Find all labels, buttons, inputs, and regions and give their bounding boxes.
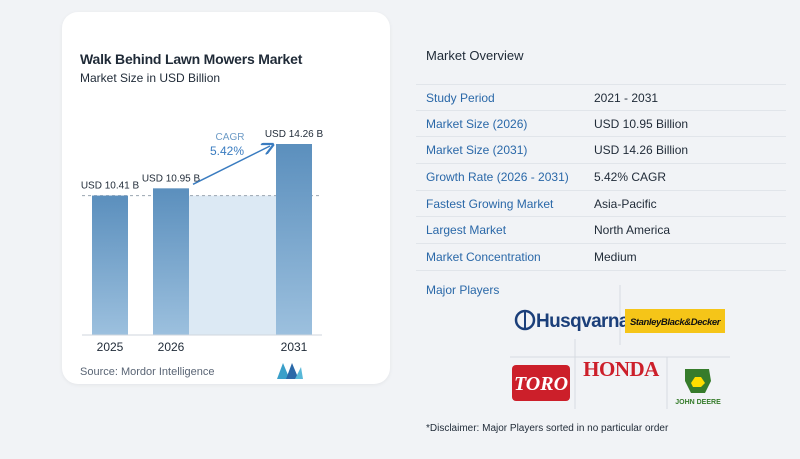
overview-row: Market Concentration Medium [416, 244, 786, 271]
overview-value: 2021 - 2031 [594, 91, 659, 105]
john-deere-logo-text: JOHN DEERE [675, 399, 721, 406]
overview-label: Market Size (2031) [426, 143, 528, 158]
bar-value-label: USD 10.41 B [81, 181, 140, 192]
honda-logo: HONDA [583, 357, 661, 381]
husqvarna-logo: Husqvarna [514, 309, 630, 332]
mordor-intelligence-logo-icon [277, 363, 303, 379]
x-tick-label: 2025 [97, 340, 124, 354]
bar-2026 [153, 188, 189, 335]
overview-value: Medium [594, 250, 637, 265]
chart-title: Walk Behind Lawn Mowers Market [80, 51, 303, 67]
overview-label: Growth Rate (2026 - 2031) [426, 170, 569, 185]
overview-value: 5.42% CAGR [594, 170, 667, 185]
x-tick-label: 2026 [158, 340, 185, 354]
husqvarna-logo-text: Husqvarna [536, 311, 630, 332]
toro-logo: TORO [512, 365, 570, 401]
overview-value: USD 14.26 Billion [594, 143, 689, 158]
overview-label: Market Size (2026) [426, 116, 528, 131]
source-text: Source: Mordor Intelligence [80, 366, 215, 378]
x-tick-label: 2031 [281, 340, 308, 354]
bar-value-label: USD 14.26 B [265, 129, 324, 140]
overview-table: Study Period 2021 - 2031 Market Size (202… [416, 84, 786, 271]
john-deere-logo: JOHN DEERE [675, 369, 721, 406]
overview-row: Market Size (2031) USD 14.26 Billion [416, 137, 786, 165]
stanley-black-decker-logo: StanleyBlack&Decker [625, 309, 725, 333]
bar-2031 [276, 144, 312, 335]
market-overview-title: Market Overview [426, 48, 524, 63]
toro-logo-text: TORO [514, 373, 568, 395]
overview-label: Largest Market [426, 223, 507, 238]
overview-row: Fastest Growing Market Asia-Pacific [416, 191, 786, 218]
overview-row: Growth Rate (2026 - 2031) 5.42% CAGR [416, 164, 786, 191]
overview-value: Asia-Pacific [594, 196, 657, 211]
overview-value: USD 10.95 Billion [594, 116, 689, 131]
stanley-black-decker-logo-text: StanleyBlack&Decker [630, 317, 722, 328]
overview-value: North America [594, 223, 671, 238]
chart-subtitle: Market Size in USD Billion [80, 71, 221, 85]
disclaimer-text: *Disclaimer: Major Players sorted in no … [426, 423, 669, 434]
overview-label: Market Concentration [426, 250, 541, 265]
overview-label: Study Period [426, 91, 495, 105]
overview-row: Largest Market North America [416, 217, 786, 245]
major-players-title: Major Players [426, 283, 500, 297]
overview-row: Market Size (2026) USD 10.95 Billion [416, 111, 786, 138]
cagr-value: 5.42% [210, 144, 244, 158]
overview-row: Study Period 2021 - 2031 [416, 84, 786, 111]
cagr-arrow [192, 146, 270, 186]
honda-logo-text: HONDA [583, 357, 660, 381]
bar-value-label: USD 10.95 B [142, 173, 201, 184]
major-players-logos: Husqvarna StanleyBlack&Decker TORO HONDA… [510, 285, 730, 409]
overview-label: Fastest Growing Market [426, 196, 554, 211]
bar-chart: USD 10.41 B 2025 USD 10.95 B 2026 USD 14.26 … [81, 129, 324, 354]
bar-2025 [92, 195, 128, 335]
growth-shade-area [189, 195, 276, 335]
cagr-label: CAGR [216, 132, 245, 143]
